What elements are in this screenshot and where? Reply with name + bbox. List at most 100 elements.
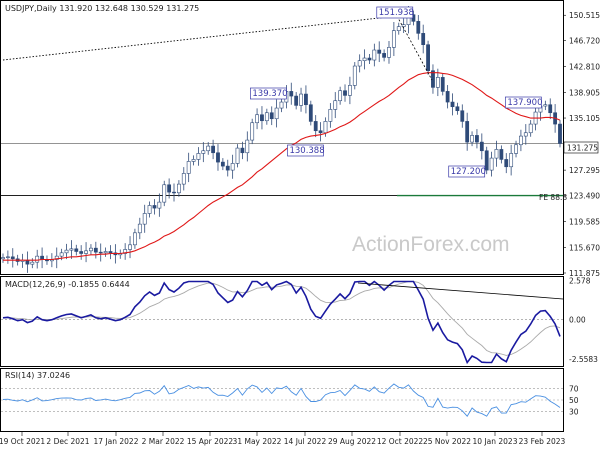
date-tick-label: 2 Dec 2021: [46, 437, 89, 446]
candle-body: [367, 57, 372, 61]
rsi-line: [2, 383, 561, 417]
moving-average-line: [3, 72, 561, 261]
candle-body: [343, 90, 347, 96]
candle-body: [382, 53, 387, 58]
candle-body: [489, 157, 494, 171]
candle-body: [352, 65, 357, 86]
price-annotation: 151.938: [379, 8, 414, 18]
candle-body: [172, 191, 176, 194]
candle-body: [230, 163, 235, 171]
main-price-layer: 151.938 139.370 130.388 127.200 137.900: [1, 6, 563, 273]
candle-body: [157, 201, 162, 209]
candle-body: [269, 112, 274, 120]
date-tick-label: 19 Oct 2021: [0, 437, 45, 446]
macd-panel-frame: [0, 276, 564, 367]
candle-body: [206, 145, 211, 152]
candle-body: [89, 247, 93, 252]
candle-body: [391, 30, 396, 48]
decline-line-dashed: [396, 15, 433, 81]
price-annotation-box: [448, 165, 486, 178]
candle-body: [64, 249, 69, 254]
candle-body: [235, 147, 240, 164]
candle-body: [499, 149, 504, 160]
candle-body: [162, 184, 167, 203]
candle-body: [25, 259, 30, 265]
price-tick-label: 150.515: [569, 11, 600, 20]
candle-body: [225, 165, 230, 171]
macd-title: MACD(12,26,9) -0.1855 0.6444: [5, 280, 130, 289]
macd-signal-line: [2, 281, 561, 356]
candle-body: [455, 106, 460, 112]
macd-layer: 2.578 0.00 -2.5583: [1, 276, 598, 365]
candle-body: [440, 77, 445, 92]
macd-tick-label: 0.00: [569, 316, 586, 325]
candle-body: [84, 250, 88, 254]
candle-body: [318, 130, 323, 134]
candle-body: [216, 152, 220, 163]
price-annotation: 127.200: [451, 167, 486, 177]
price-annotation: 130.388: [289, 146, 324, 156]
price-tick-label: 111.875: [569, 269, 600, 278]
candle-body: [421, 33, 426, 45]
candle-body: [255, 114, 259, 124]
candle-body: [79, 251, 84, 254]
price-tick-label: 115.670: [569, 244, 600, 253]
date-tick-label: 29 Aug 2022: [328, 437, 376, 446]
fe-label: FE 88.8: [539, 193, 567, 202]
candle-body: [450, 101, 455, 108]
rsi-layer: 70 50 30: [1, 383, 579, 417]
date-tick-label: 17 Jan 2022: [94, 437, 139, 446]
date-tick-label: 10 Jan 2023: [473, 437, 518, 446]
candle-body: [357, 60, 362, 67]
price-axis: 150.515 146.720 142.810 138.905 135.105 127.2…: [563, 11, 600, 278]
candle-body: [484, 150, 489, 171]
candle-body: [504, 159, 509, 168]
candle-body: [299, 93, 303, 106]
candle-body: [396, 26, 401, 31]
price-annotation-box: [376, 6, 414, 19]
candle-body: [35, 255, 40, 263]
candle-body: [338, 90, 343, 102]
date-tick-label: 23 Feb 2023: [519, 437, 566, 446]
candle-body: [348, 85, 352, 96]
price-annotation: 139.370: [252, 89, 287, 99]
price-tick-label: 142.810: [569, 63, 600, 72]
trend-line-dotted: [2, 15, 398, 61]
candle-body: [250, 122, 255, 141]
candle-body: [304, 93, 308, 106]
candle-body: [313, 121, 318, 132]
price-tick-label: 138.905: [569, 89, 600, 98]
macd-divergence-line: [357, 282, 564, 300]
current-price-label: 131.275: [567, 144, 598, 153]
candle-body: [431, 70, 435, 88]
candle-body: [98, 251, 103, 254]
candle-body: [191, 159, 196, 162]
rsi-title: RSI(14) 37.0246: [5, 371, 70, 380]
candle-body: [494, 149, 499, 159]
candle-body: [142, 213, 147, 225]
candle-body: [176, 183, 181, 194]
candle-body: [1, 257, 5, 260]
watermark: ActionForex.com: [352, 233, 510, 256]
rsi-tick-label: 30: [569, 408, 579, 417]
price-tick-label: 127.295: [569, 166, 600, 175]
candle-body: [186, 161, 191, 174]
candle-body: [543, 104, 548, 107]
candle-body: [30, 261, 35, 265]
candle-body: [445, 91, 450, 103]
candle-body: [426, 44, 430, 72]
candle-body: [108, 251, 113, 254]
candle-body: [167, 184, 172, 193]
price-annotation-box: [287, 144, 324, 157]
candle-body: [123, 249, 128, 254]
candle-body: [5, 256, 10, 258]
candle-body: [196, 153, 201, 160]
candle-body: [74, 248, 79, 252]
date-axis: 19 Oct 2021 2 Dec 2021 17 Jan 2022 2 Mar 20…: [0, 432, 566, 446]
candle-body: [387, 47, 391, 58]
date-tick-label: 25 Nov 2022: [423, 437, 471, 446]
candle-body: [69, 248, 74, 251]
candle-body: [103, 251, 108, 254]
candle-body: [264, 112, 269, 122]
